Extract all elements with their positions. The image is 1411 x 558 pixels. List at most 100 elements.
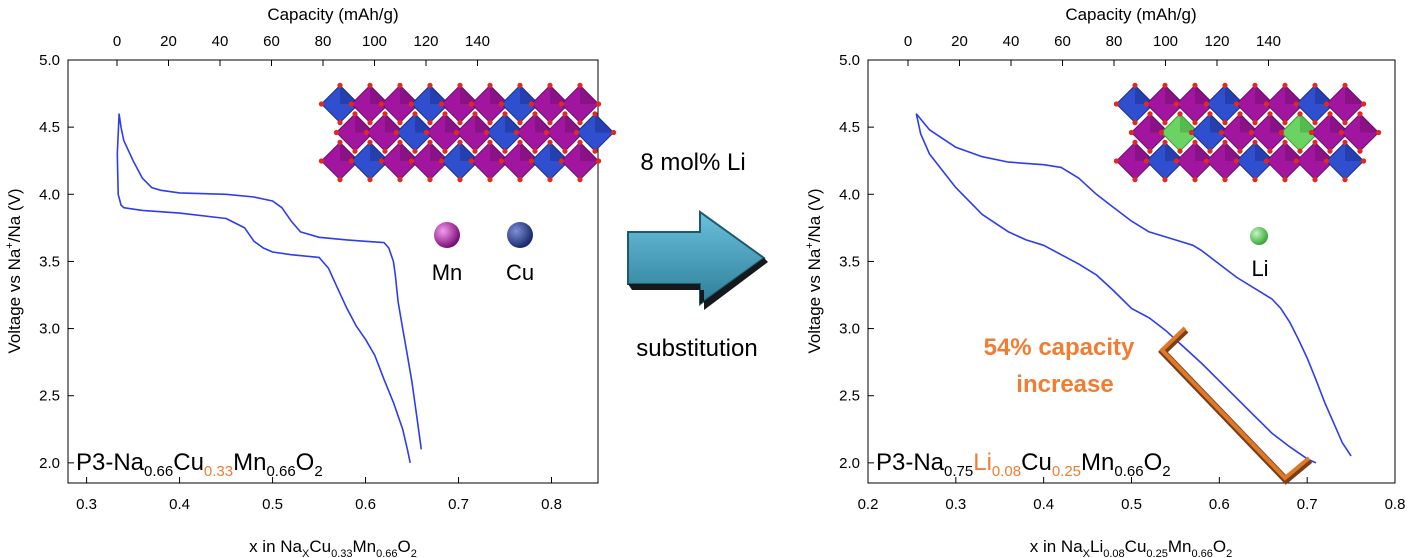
- oxygen-atom: [532, 111, 538, 117]
- oxygen-atom: [1312, 82, 1318, 88]
- oxygen-atom: [1342, 120, 1348, 126]
- li-legend-label: Li: [1251, 256, 1268, 281]
- mn-octahedron-facet: [385, 113, 404, 133]
- oxygen-atom: [1323, 158, 1329, 164]
- oxygen-atom: [611, 129, 617, 136]
- mn-legend-label: Mn: [432, 260, 463, 285]
- oxygen-atom: [1263, 101, 1269, 107]
- oxygen-atom: [1222, 82, 1228, 88]
- top-tick-label: 120: [1204, 33, 1229, 50]
- y-tick-label: 2.0: [839, 455, 860, 472]
- oxygen-atom: [1218, 129, 1224, 136]
- oxygen-atom: [592, 148, 598, 154]
- mn-octahedron-facet: [1345, 85, 1364, 104]
- cu-octahedron-facet: [415, 113, 434, 133]
- top-tick-label: 40: [212, 33, 229, 50]
- oxygen-atom: [337, 139, 343, 145]
- oxygen-atom: [408, 158, 414, 164]
- oxygen-atom: [1282, 120, 1288, 126]
- mn-ball-icon: [434, 222, 460, 248]
- oxygen-atom: [337, 82, 343, 88]
- y-tick-label: 5.0: [839, 52, 860, 69]
- cu-octahedron-facet: [520, 85, 539, 104]
- cu-octahedron-facet: [595, 113, 614, 133]
- oxygen-atom: [1361, 158, 1367, 164]
- y-tick-label: 3.0: [39, 321, 60, 338]
- top-tick-label: 100: [1153, 33, 1178, 50]
- oxygen-atom: [1323, 101, 1329, 107]
- oxygen-atom: [472, 148, 478, 154]
- right-y-ticks: 2.0 2.5 3.0 3.5 4.0 4.5 5.0: [839, 52, 874, 472]
- oxygen-atom: [337, 177, 343, 183]
- x-tick-label: 0.6: [1209, 496, 1230, 513]
- oxygen-atom: [1327, 148, 1333, 154]
- arrow-top-label: 8 mol% Li: [640, 149, 745, 176]
- oxygen-atom: [1357, 148, 1363, 154]
- left-series: [116, 113, 423, 464]
- oxygen-atom: [453, 129, 459, 136]
- y-tick-label: 3.5: [839, 253, 860, 270]
- oxygen-atom: [577, 120, 583, 126]
- y-tick-label: 4.5: [839, 119, 860, 136]
- x-tick-label: 0.6: [355, 496, 376, 513]
- oxygen-atom: [577, 82, 583, 88]
- oxygen-atom: [487, 139, 493, 145]
- mn-octahedron-facet: [445, 113, 464, 133]
- oxygen-atom: [1267, 111, 1273, 117]
- oxygen-atom: [348, 101, 354, 107]
- oxygen-atom: [1222, 177, 1228, 183]
- oxygen-atom: [487, 177, 493, 183]
- top-tick-label: 0: [113, 33, 121, 50]
- oxygen-atom: [378, 158, 384, 164]
- oxygen-atom: [498, 158, 504, 164]
- oxygen-atom: [1177, 111, 1183, 117]
- oxygen-atom: [1173, 158, 1179, 164]
- oxygen-atom: [1338, 129, 1344, 136]
- oxygen-atom: [457, 177, 463, 183]
- x-tick-label: 0.7: [448, 496, 469, 513]
- oxygen-atom: [517, 139, 523, 145]
- mn-octahedron-facet: [1195, 142, 1214, 161]
- oxygen-atom: [1376, 129, 1382, 136]
- top-tick-label: 140: [1256, 33, 1281, 50]
- oxygen-atom: [423, 129, 429, 136]
- li-octahedron-facet: [1180, 113, 1199, 133]
- mn-octahedron-facet: [550, 85, 569, 104]
- oxygen-atom: [442, 148, 448, 154]
- cu-octahedron-facet: [1345, 142, 1364, 161]
- oxygen-atom: [498, 101, 504, 107]
- oxygen-atom: [1113, 101, 1119, 107]
- oxygen-atom: [363, 129, 369, 136]
- cu-octahedron-facet: [505, 113, 524, 133]
- oxygen-atom: [318, 101, 324, 107]
- oxygen-atom: [1312, 177, 1318, 183]
- top-tick-label: 20: [951, 33, 968, 50]
- mn-octahedron-facet: [1270, 113, 1289, 133]
- x-tick-label: 0.3: [76, 496, 97, 513]
- left-x-axis-title: x in NaXCu0.33Mn0.66O2: [249, 537, 417, 558]
- mn-octahedron-facet: [475, 113, 494, 133]
- oxygen-atom: [427, 120, 433, 126]
- oxygen-atom: [397, 120, 403, 126]
- oxygen-atom: [1308, 129, 1314, 136]
- right-crystal-structure: [1113, 82, 1382, 183]
- oxygen-atom: [1113, 158, 1119, 164]
- cu-octahedron-facet: [1210, 113, 1229, 133]
- oxygen-atom: [468, 101, 474, 107]
- oxygen-atom: [1252, 82, 1258, 88]
- oxygen-atom: [1132, 120, 1138, 126]
- oxygen-atom: [1162, 177, 1168, 183]
- left-top-ticks: 0 20 40 60 80 100 120 140: [113, 33, 490, 66]
- mn-octahedron-facet: [1240, 113, 1259, 133]
- left-plot-frame: [67, 59, 599, 484]
- cu-octahedron-facet: [1315, 85, 1334, 104]
- oxygen-atom: [438, 158, 444, 164]
- oxygen-atom: [352, 111, 358, 117]
- oxygen-atom: [427, 177, 433, 183]
- oxygen-atom: [1192, 139, 1198, 145]
- oxygen-atom: [367, 139, 373, 145]
- mn-octahedron-facet: [370, 85, 389, 104]
- left-formula: P3-Na0.66Cu0.33Mn0.66O2: [76, 449, 323, 480]
- oxygen-atom: [517, 82, 523, 88]
- right-formula: P3-Na0.75Li0.08Cu0.25Mn0.66O2: [876, 449, 1171, 480]
